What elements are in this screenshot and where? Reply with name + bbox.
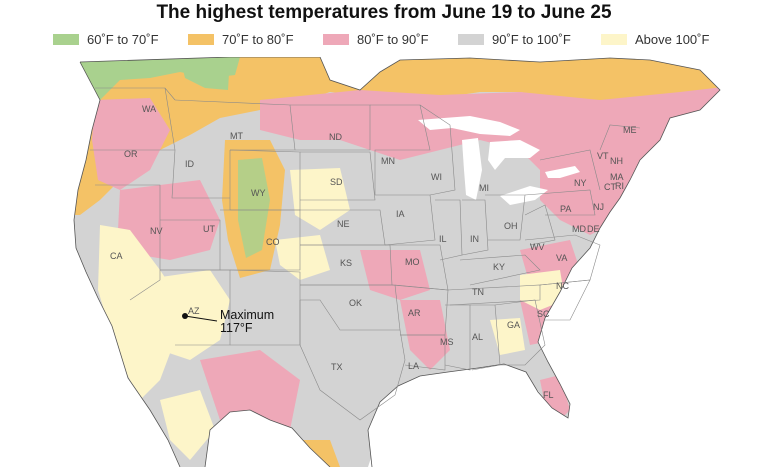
state-label-ok: OK xyxy=(349,298,362,308)
state-label-ne: NE xyxy=(337,219,350,229)
legend-swatch xyxy=(458,33,484,45)
state-label-nc: NC xyxy=(556,281,569,291)
state-label-wa: WA xyxy=(142,104,156,114)
state-label-mt: MT xyxy=(230,131,243,141)
state-label-id: ID xyxy=(185,159,195,169)
state-label-ar: AR xyxy=(408,308,421,318)
state-label-ca: CA xyxy=(110,251,123,261)
state-label-ma: MA xyxy=(610,172,624,182)
state-label-de: DE xyxy=(587,224,600,234)
state-label-pa: PA xyxy=(560,204,571,214)
legend-label: 90˚F to 100˚F xyxy=(492,31,571,47)
legend-label: 70˚F to 80˚F xyxy=(222,31,294,47)
state-label-ky: KY xyxy=(493,262,505,272)
state-label-me: ME xyxy=(623,125,637,135)
legend-swatch xyxy=(188,33,214,45)
state-borders xyxy=(90,87,641,421)
state-label-nh: NH xyxy=(610,156,623,166)
state-label-nd: ND xyxy=(329,132,342,142)
maximum-value: 117°F xyxy=(220,321,253,335)
state-label-ia: IA xyxy=(396,209,405,219)
state-label-ks: KS xyxy=(340,258,352,268)
legend-label: Above 100˚F xyxy=(635,31,710,47)
state-label-vt: VT xyxy=(597,151,609,161)
maximum-annotation: Maximum 117°F xyxy=(182,308,274,335)
state-label-wv: WV xyxy=(530,242,545,252)
legend: 60˚F to 70˚F 70˚F to 80˚F 80˚F to 90˚F 9… xyxy=(0,31,768,47)
legend-item-90-100: 90˚F to 100˚F xyxy=(458,31,571,47)
state-label-tx: TX xyxy=(331,362,343,372)
state-label-nj: NJ xyxy=(593,202,604,212)
legend-item-above-100: Above 100˚F xyxy=(601,31,709,47)
state-label-oh: OH xyxy=(504,221,518,231)
state-labels: WA OR CA ID NV MT WY UT AZ CO ND SD NE K… xyxy=(110,104,637,400)
state-label-la: LA xyxy=(408,361,419,371)
state-label-sd: SD xyxy=(330,177,343,187)
state-label-az: AZ xyxy=(188,306,200,316)
maximum-label: Maximum xyxy=(220,308,274,322)
state-label-ct: CT xyxy=(604,182,616,192)
state-label-ny: NY xyxy=(574,178,587,188)
maximum-leader-line xyxy=(184,315,218,322)
state-label-va: VA xyxy=(556,253,567,263)
legend-swatch xyxy=(601,33,627,45)
state-label-ms: MS xyxy=(440,337,454,347)
gulf-of-mexico xyxy=(368,370,568,467)
state-label-md: MD xyxy=(572,224,586,234)
temperature-map: WA OR CA ID NV MT WY UT AZ CO ND SD NE K… xyxy=(73,57,721,467)
state-label-nv: NV xyxy=(150,226,163,236)
temperature-fill xyxy=(74,57,720,467)
state-label-sc: SC xyxy=(537,309,550,319)
state-label-il: IL xyxy=(439,234,447,244)
state-label-ri: RI xyxy=(615,181,624,191)
state-label-ga: GA xyxy=(507,320,520,330)
state-label-in: IN xyxy=(470,234,479,244)
state-label-wy: WY xyxy=(251,188,266,198)
state-label-tn: TN xyxy=(472,287,484,297)
state-label-al: AL xyxy=(472,332,483,342)
legend-swatch xyxy=(323,33,349,45)
state-label-ut: UT xyxy=(203,224,215,234)
state-label-fl: FL xyxy=(543,390,554,400)
legend-item-80-90: 80˚F to 90˚F xyxy=(323,31,429,47)
legend-label: 80˚F to 90˚F xyxy=(357,31,429,47)
legend-item-70-80: 70˚F to 80˚F xyxy=(188,31,294,47)
legend-label: 60˚F to 70˚F xyxy=(87,31,159,47)
legend-swatch xyxy=(53,33,79,45)
state-label-mo: MO xyxy=(405,257,420,267)
state-label-co: CO xyxy=(266,237,280,247)
state-label-mi: MI xyxy=(479,183,489,193)
state-label-or: OR xyxy=(124,149,138,159)
coastline xyxy=(73,57,721,467)
state-label-mn: MN xyxy=(381,156,395,166)
map-title: The highest temperatures from June 19 to… xyxy=(156,2,612,23)
state-label-wi: WI xyxy=(431,172,442,182)
legend-item-60-70: 60˚F to 70˚F xyxy=(53,31,159,47)
